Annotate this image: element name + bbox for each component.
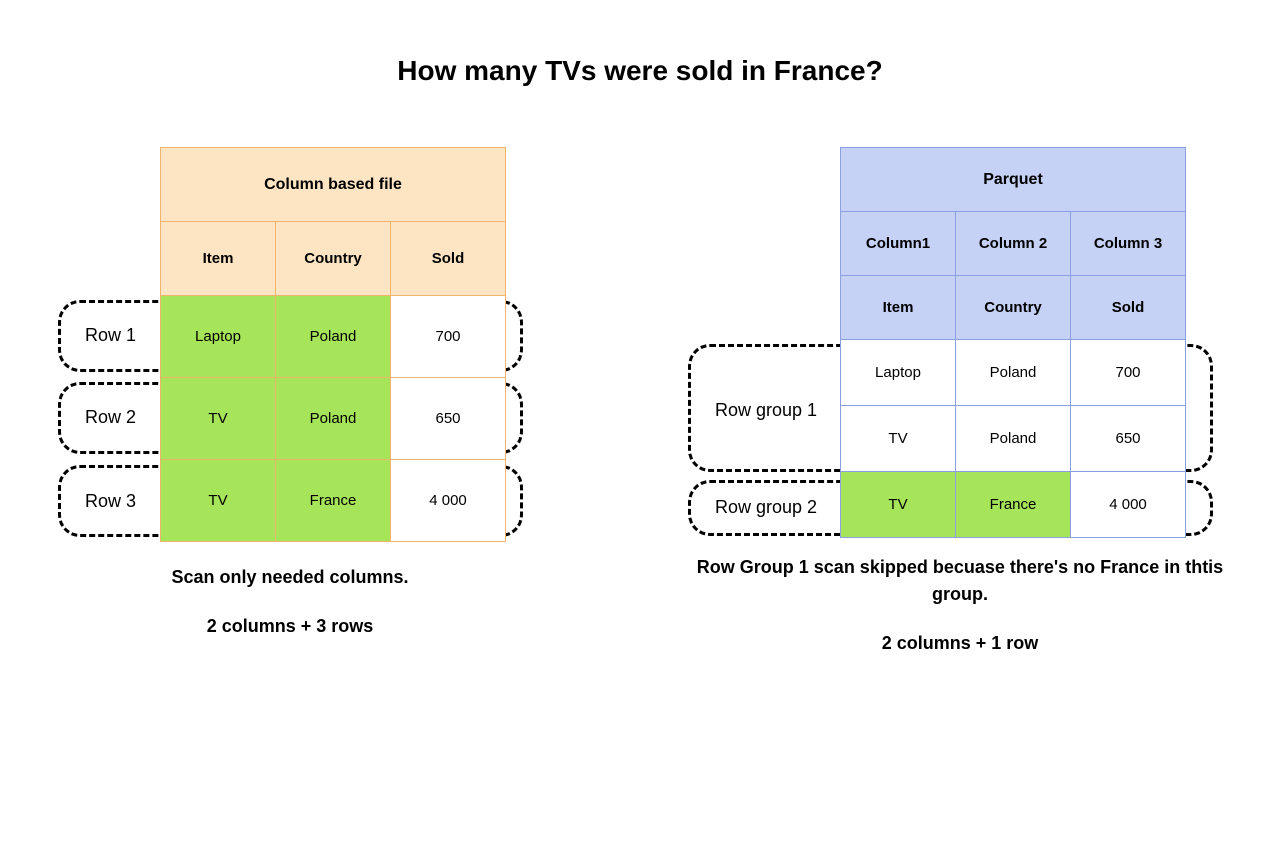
row-label-1: Row 1 <box>85 325 136 346</box>
table-row: Laptop Poland 700 <box>841 340 1186 406</box>
left-panel: Column based file Item Country Sold Lapt… <box>40 147 540 657</box>
left-caption-line1: Scan only needed columns. <box>171 567 408 587</box>
cell: 700 <box>1071 340 1186 406</box>
cell: TV <box>841 406 956 472</box>
cell: TV <box>841 472 956 538</box>
page-title: How many TVs were sold in France? <box>0 0 1280 87</box>
cell: 700 <box>391 296 506 378</box>
left-table: Column based file Item Country Sold Lapt… <box>160 147 506 542</box>
row-label-2: Row 2 <box>85 407 136 428</box>
table-row: TV Poland 650 <box>161 378 506 460</box>
right-caption-line2: 2 columns + 1 row <box>680 630 1240 657</box>
right-col-headers: Item Country Sold <box>841 276 1186 340</box>
cell: TV <box>161 460 276 542</box>
row-group-label-2: Row group 2 <box>715 497 817 518</box>
right-col-country: Country <box>956 276 1071 340</box>
table-row: Laptop Poland 700 <box>161 296 506 378</box>
cell: Poland <box>276 378 391 460</box>
row-label-3: Row 3 <box>85 491 136 512</box>
cell: 4 000 <box>1071 472 1186 538</box>
cell: TV <box>161 378 276 460</box>
right-colnum-1: Column1 <box>841 212 956 276</box>
right-col-sold: Sold <box>1071 276 1186 340</box>
cell: Poland <box>956 340 1071 406</box>
left-table-title: Column based file <box>161 148 506 222</box>
cell: Poland <box>956 406 1071 472</box>
cell: Laptop <box>161 296 276 378</box>
right-col-item: Item <box>841 276 956 340</box>
cell: Poland <box>276 296 391 378</box>
left-col-item: Item <box>161 222 276 296</box>
left-col-country: Country <box>276 222 391 296</box>
cell: 4 000 <box>391 460 506 542</box>
cell: 650 <box>391 378 506 460</box>
row-group-label-1: Row group 1 <box>715 400 817 421</box>
right-table-title: Parquet <box>841 148 1186 212</box>
right-caption-line1: Row Group 1 scan skipped becuase there's… <box>697 557 1223 604</box>
right-col-numbers: Column1 Column 2 Column 3 <box>841 212 1186 276</box>
panels-container: Column based file Item Country Sold Lapt… <box>0 147 1280 657</box>
left-col-headers: Item Country Sold <box>161 222 506 296</box>
left-caption-line2: 2 columns + 3 rows <box>40 613 540 640</box>
right-panel: Parquet Column1 Column 2 Column 3 Item C… <box>680 147 1240 657</box>
right-table: Parquet Column1 Column 2 Column 3 Item C… <box>840 147 1186 538</box>
right-caption: Row Group 1 scan skipped becuase there's… <box>680 554 1240 657</box>
table-row: TV Poland 650 <box>841 406 1186 472</box>
left-caption: Scan only needed columns. 2 columns + 3 … <box>40 564 540 640</box>
table-row: TV France 4 000 <box>841 472 1186 538</box>
cell: France <box>956 472 1071 538</box>
right-colnum-2: Column 2 <box>956 212 1071 276</box>
cell: 650 <box>1071 406 1186 472</box>
cell: France <box>276 460 391 542</box>
right-colnum-3: Column 3 <box>1071 212 1186 276</box>
cell: Laptop <box>841 340 956 406</box>
left-col-sold: Sold <box>391 222 506 296</box>
table-row: TV France 4 000 <box>161 460 506 542</box>
